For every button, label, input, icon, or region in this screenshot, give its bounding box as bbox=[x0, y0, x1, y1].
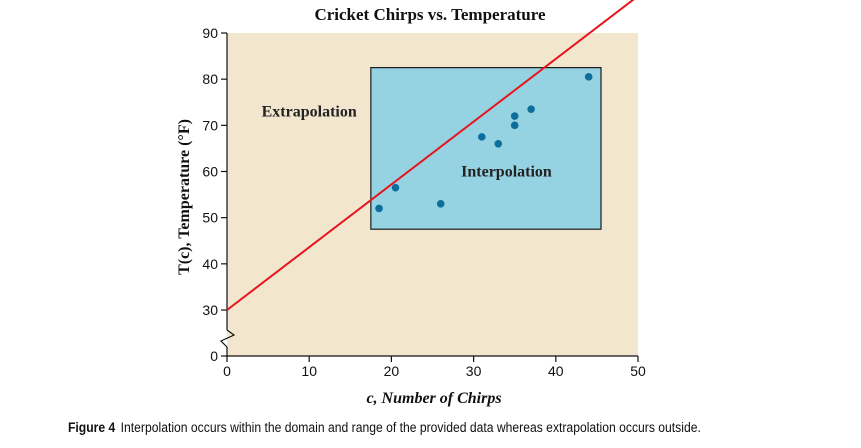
x-tick-label: 20 bbox=[384, 363, 400, 379]
data-point bbox=[527, 105, 535, 113]
axis-break-symbol bbox=[219, 329, 236, 348]
axes bbox=[219, 33, 638, 357]
x-tick-label: 50 bbox=[630, 363, 646, 379]
x-tick-label: 10 bbox=[301, 363, 317, 379]
annotation-label: Extrapolation bbox=[262, 103, 357, 120]
y-tick-label: 80 bbox=[202, 71, 218, 87]
data-point bbox=[584, 73, 593, 81]
caption-label: Figure 4 bbox=[68, 420, 116, 435]
x-tick-label: 40 bbox=[548, 363, 564, 379]
y-tick-label: 30 bbox=[202, 302, 218, 318]
data-points bbox=[375, 73, 593, 213]
annotation-label: Interpolation bbox=[461, 164, 552, 181]
y-tick-label: 90 bbox=[202, 25, 218, 41]
y-tick-label: 40 bbox=[202, 256, 218, 272]
data-point bbox=[510, 121, 519, 130]
y-tick-label: 50 bbox=[202, 210, 218, 226]
data-point bbox=[478, 133, 486, 141]
y-axis-label: T(c), Temperature (°F) bbox=[176, 119, 193, 275]
x-tick-label: 0 bbox=[223, 363, 231, 379]
data-point bbox=[510, 112, 519, 120]
chart: 0 10 20 30 40 50 0 30 40 50 60 70 80 90 Extrapolation… bbox=[176, 0, 646, 407]
data-point bbox=[494, 140, 503, 148]
chart-title: Cricket Chirps vs. Temperature bbox=[314, 5, 546, 24]
interpolation-region bbox=[370, 67, 602, 230]
figure-caption: Figure 4 Interpolation occurs within the … bbox=[68, 420, 779, 435]
x-tick-label: 30 bbox=[466, 363, 482, 379]
regression-line bbox=[226, 0, 635, 311]
y-tick-label: 0 bbox=[210, 348, 218, 364]
caption-text: Interpolation occurs within the domain a… bbox=[120, 420, 701, 435]
data-point bbox=[375, 204, 383, 213]
x-axis-label: c, Number of Chirps bbox=[366, 390, 501, 407]
data-point bbox=[391, 183, 400, 192]
annotations: Extrapolation Interpolation bbox=[262, 103, 552, 180]
axis-ticks: 0 10 20 30 40 50 0 30 40 50 60 70 80 90 bbox=[202, 25, 646, 379]
y-tick-label: 60 bbox=[202, 164, 218, 180]
y-tick-label: 70 bbox=[202, 117, 218, 133]
data-point bbox=[436, 200, 445, 208]
